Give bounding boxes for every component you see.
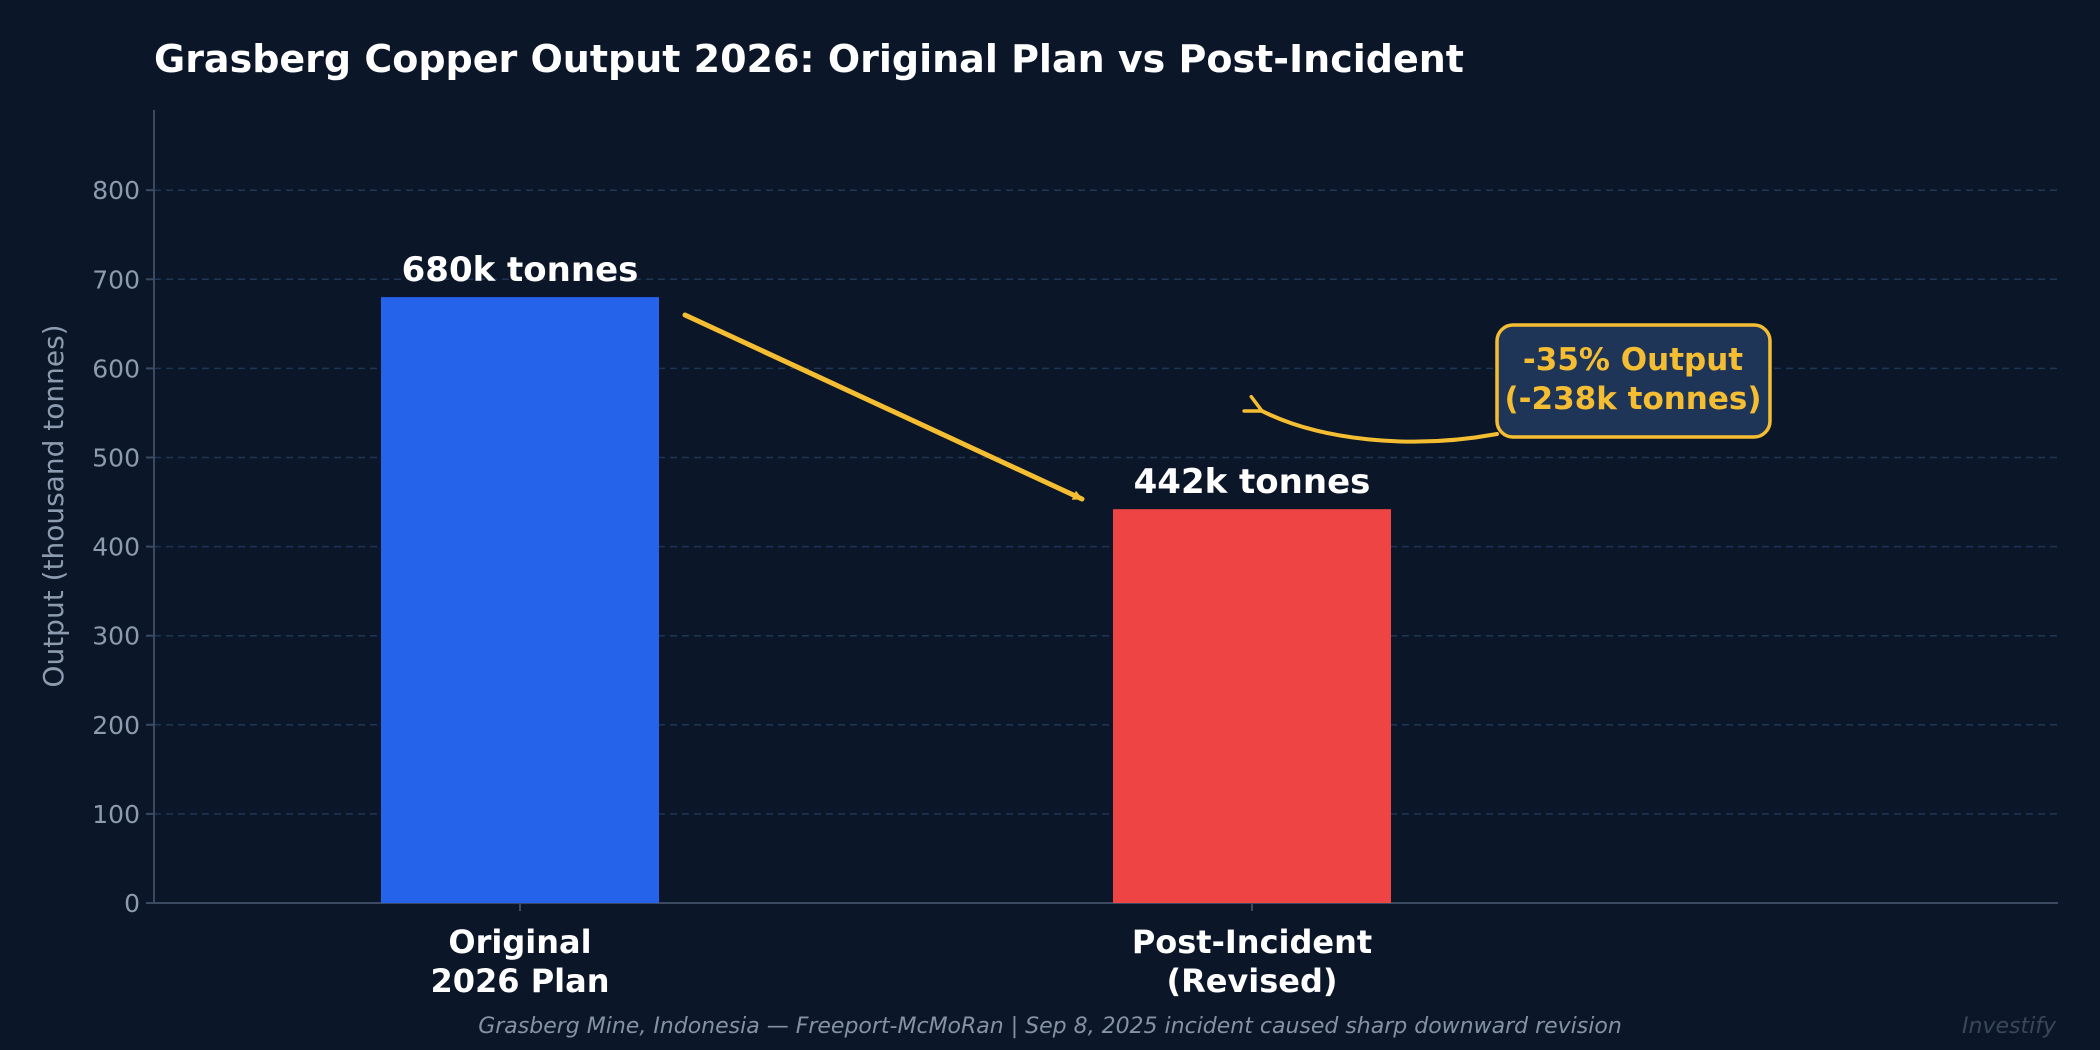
y-tick-label: 100	[92, 800, 140, 829]
annotation-pointer-arrow	[1242, 394, 1499, 444]
y-tick-label: 700	[92, 265, 140, 294]
x-tick-label: (Revised)	[1166, 962, 1337, 1000]
y-tick-label: 400	[92, 533, 140, 562]
footer-caption: Grasberg Mine, Indonesia — Freeport-McMo…	[478, 1014, 1622, 1039]
decline-arrow	[682, 312, 1085, 502]
y-tick-label: 800	[92, 176, 140, 205]
x-tick-label: Original	[448, 923, 591, 961]
y-tick-label: 200	[92, 711, 140, 740]
bar-labels: 680k tonnes 442k tonnes	[402, 250, 1371, 502]
annotation-line-1: -35% Output	[1523, 342, 1743, 378]
bar-data-label: 680k tonnes	[402, 250, 639, 290]
bar-data-label: 442k tonnes	[1134, 462, 1371, 502]
y-tick-label: 600	[92, 354, 140, 383]
chart-title: Grasberg Copper Output 2026: Original Pl…	[154, 37, 1464, 81]
y-tick-label: 300	[92, 622, 140, 651]
y-tick-label: 0	[124, 889, 140, 918]
annotation-line-2: (-238k tonnes)	[1504, 381, 1761, 417]
bars	[381, 297, 1391, 903]
watermark: Investify	[1962, 1014, 2057, 1039]
y-axis-ticks: 0 100 200 300 400 500 600 700 800	[92, 176, 154, 918]
y-axis-label: Output (thousand tonnes)	[37, 324, 70, 687]
y-tick-label: 500	[92, 443, 140, 472]
bar-1	[1113, 509, 1391, 903]
x-tick-label: Post-Incident	[1132, 923, 1372, 961]
annotation-box	[1495, 323, 1772, 439]
bar-0	[381, 297, 659, 903]
x-tick-label: 2026 Plan	[431, 962, 610, 1000]
